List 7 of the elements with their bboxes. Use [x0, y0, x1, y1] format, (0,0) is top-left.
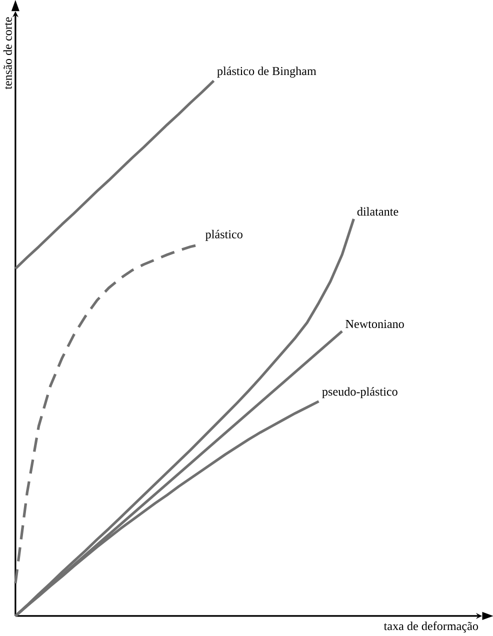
series-label: plástico de Bingham — [216, 66, 316, 78]
x-axis-title: taxa de deformação — [384, 622, 478, 633]
series-label: plástico — [205, 230, 242, 241]
series-label: Newtoniano — [345, 320, 404, 328]
y-axis-title: tensão de corte — [3, 17, 12, 90]
series-label: pseudo-plástico — [322, 387, 398, 398]
series-label: dilatante — [357, 207, 398, 216]
